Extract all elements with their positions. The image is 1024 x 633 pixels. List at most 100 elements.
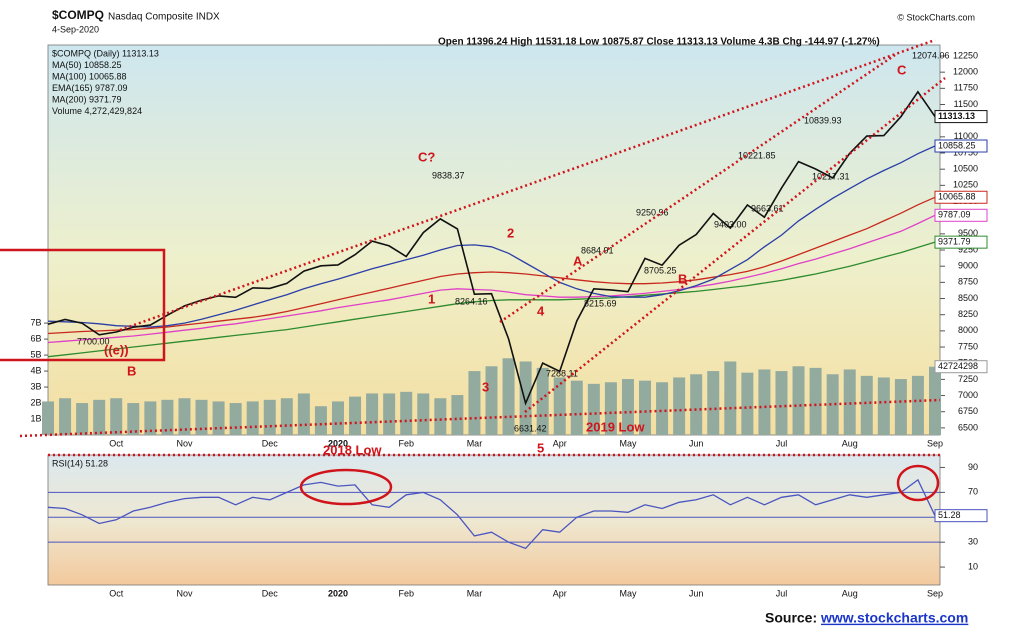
date: 4-Sep-2020 — [52, 24, 99, 34]
volume-bar — [707, 371, 720, 435]
volume-bar — [570, 380, 583, 435]
volume-bar — [843, 369, 856, 435]
annotation: 10221.85 — [738, 150, 776, 160]
value-tag-label: 11313.13 — [938, 111, 975, 121]
y-tick-label: 9250 — [958, 244, 978, 254]
x-tick-label: Feb — [398, 438, 414, 448]
x-tick-label: Jul — [776, 438, 788, 448]
volume-bar — [775, 371, 788, 435]
y-tick-label: 10250 — [953, 180, 978, 190]
value-tag-label: 51.28 — [938, 510, 961, 520]
legend-entry: EMA(165) 9787.09 — [52, 83, 128, 93]
annotation: 12074.06 — [912, 50, 950, 60]
annotation: C? — [418, 149, 435, 164]
volume-bar — [314, 406, 327, 435]
volume-bar — [587, 383, 600, 435]
volume-bar — [656, 382, 669, 435]
y-tick-label: 11000 — [954, 131, 978, 141]
volume-bar — [894, 379, 907, 435]
volume-bar — [229, 403, 242, 435]
copyright: © StockCharts.com — [897, 12, 975, 22]
annotation: 9663.61 — [751, 203, 784, 213]
x-tick-label: Jul — [776, 588, 788, 598]
x-tick-label: Oct — [109, 588, 124, 598]
volume-bar — [349, 396, 362, 435]
value-tag-label: 10858.25 — [938, 140, 976, 150]
annotation: B — [678, 271, 687, 286]
value-tag-label: 42724298 — [938, 361, 978, 371]
annotation: 8684.91 — [581, 245, 614, 255]
volume-bar — [246, 401, 259, 435]
annotation: 4 — [537, 303, 545, 318]
x-tick-label: May — [619, 588, 637, 598]
volume-bar — [911, 375, 924, 435]
value-tag — [934, 190, 988, 204]
volume-bar — [280, 398, 293, 435]
annotation: ((e)) — [104, 342, 129, 357]
volume-bar — [331, 401, 344, 435]
annotation: C — [897, 62, 907, 77]
y-tick-label: 7000 — [958, 390, 978, 400]
volume-bar — [59, 398, 72, 435]
y-tick-label: 8500 — [958, 293, 978, 303]
y2-tick-label: 7B — [30, 317, 41, 327]
annotation: 7288.11 — [546, 368, 578, 378]
y2-tick-label: 1B — [30, 413, 41, 423]
annotation: B — [127, 363, 136, 378]
volume-bar — [263, 399, 276, 435]
annotation: 8705.25 — [644, 265, 677, 275]
value-tag — [934, 235, 988, 249]
x-tick-label: Nov — [176, 438, 193, 448]
y-tick-label: 8750 — [958, 277, 978, 287]
rsi-panel — [47, 454, 941, 586]
y-tick-label: 10 — [968, 561, 978, 571]
volume-bar — [673, 377, 686, 435]
x-tick-label: Dec — [262, 588, 279, 598]
x-tick-label: Jun — [689, 438, 704, 448]
volume-bar — [42, 401, 54, 435]
value-tag — [934, 139, 988, 153]
x-tick-label: Oct — [109, 438, 124, 448]
volume-bar — [110, 398, 123, 435]
y-tick-label: 6500 — [958, 422, 978, 432]
y-tick-label: 12000 — [953, 67, 978, 77]
x-tick-label: Jun — [689, 588, 704, 598]
y-tick-label: 10500 — [953, 164, 978, 174]
annotation: 2019 Low — [586, 419, 645, 434]
x-tick-label: 2020 — [328, 438, 348, 448]
volume-bar — [604, 382, 617, 435]
y-tick-label: 90 — [968, 462, 978, 472]
y-tick-label: 8000 — [958, 325, 978, 335]
annotation: 8215.69 — [584, 298, 617, 308]
source-link[interactable]: www.stockcharts.com — [820, 610, 968, 626]
volume-bar — [741, 372, 754, 435]
series-line — [47, 214, 936, 344]
volume-bar — [553, 377, 566, 435]
volume-bar — [860, 375, 873, 435]
volume-bar — [877, 377, 890, 435]
volume-bar — [536, 367, 549, 435]
volume-bar — [195, 399, 208, 435]
volume-bar — [621, 379, 634, 435]
legend-entry: Volume 4,272,429,824 — [52, 106, 142, 116]
annotation: 5 — [537, 440, 544, 455]
quote: Open 11396.24 High 11531.18 Low 10875.87… — [438, 37, 880, 48]
value-tag — [934, 208, 988, 222]
value-tag-label: 10065.88 — [938, 192, 976, 202]
legend-entry: RSI(14) 51.28 — [52, 458, 108, 468]
y-tick-label: 9000 — [958, 261, 978, 271]
annotation: 9403.00 — [714, 219, 747, 229]
annotation: 9250.96 — [636, 207, 669, 217]
y-tick-label: 9500 — [958, 228, 978, 238]
annotation: 8264.16 — [455, 296, 488, 306]
x-tick-label: Sep — [927, 588, 943, 598]
volume-bar — [178, 398, 191, 435]
index-name: Nasdaq Composite INDX — [108, 12, 220, 23]
volume-bar — [690, 374, 703, 435]
volume-bar — [826, 374, 839, 435]
value-tag — [934, 509, 988, 523]
volume-bar — [400, 391, 413, 435]
volume-bar — [127, 403, 140, 435]
volume-bar — [161, 399, 174, 435]
annotation: A — [573, 253, 583, 268]
